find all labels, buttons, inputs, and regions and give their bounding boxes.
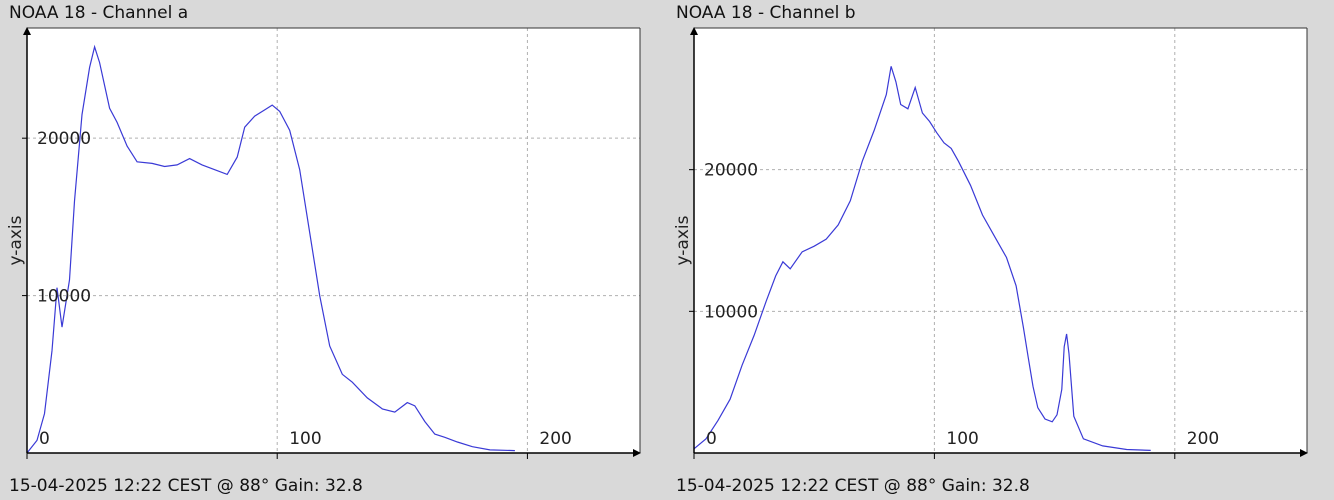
chart-panel-channel-a: NOAA 18 - Channel a 0 100 200 10000 20000 y-a… — [6, 3, 641, 496]
y-axis-label: y-axis — [673, 215, 693, 265]
x-tick-label: 200 — [1187, 429, 1219, 449]
series-line — [26, 44, 515, 454]
plot-area — [694, 28, 1307, 453]
x-axis-arrow — [1300, 449, 1308, 457]
series-line — [693, 66, 1151, 451]
chart-plot-channel-a: 0 100 200 10000 20000 y-axis — [6, 27, 641, 459]
x-axis-arrow — [633, 449, 641, 457]
y-tick-label: 10000 — [37, 287, 91, 307]
chart-title: NOAA 18 - Channel a — [9, 3, 189, 23]
chart-plot-channel-b: 0 100 200 10000 20000 y-axis — [673, 27, 1308, 459]
x-tick-label: 100 — [289, 429, 321, 449]
chart-title: NOAA 18 - Channel b — [676, 3, 856, 23]
y-axis-label: y-axis — [6, 215, 26, 265]
x-tick-label: 0 — [39, 429, 50, 449]
y-axis-arrow — [690, 27, 698, 35]
y-tick-label: 20000 — [37, 129, 91, 149]
x-tick-label: 0 — [706, 429, 717, 449]
chart-footer-status: 15-04-2025 12:22 CEST @ 88° Gain: 32.8 — [676, 476, 1030, 496]
x-tick-label: 200 — [539, 429, 571, 449]
y-axis-arrow — [23, 27, 31, 35]
x-tick-label: 100 — [946, 429, 978, 449]
plot-area — [27, 28, 640, 453]
y-tick-label: 20000 — [704, 161, 758, 181]
chart-panel-channel-b: NOAA 18 - Channel b 0 100 200 10000 20000 y-a… — [667, 0, 1334, 500]
chart-footer-status: 15-04-2025 12:22 CEST @ 88° Gain: 32.8 — [9, 476, 363, 496]
y-tick-label: 10000 — [704, 302, 758, 322]
